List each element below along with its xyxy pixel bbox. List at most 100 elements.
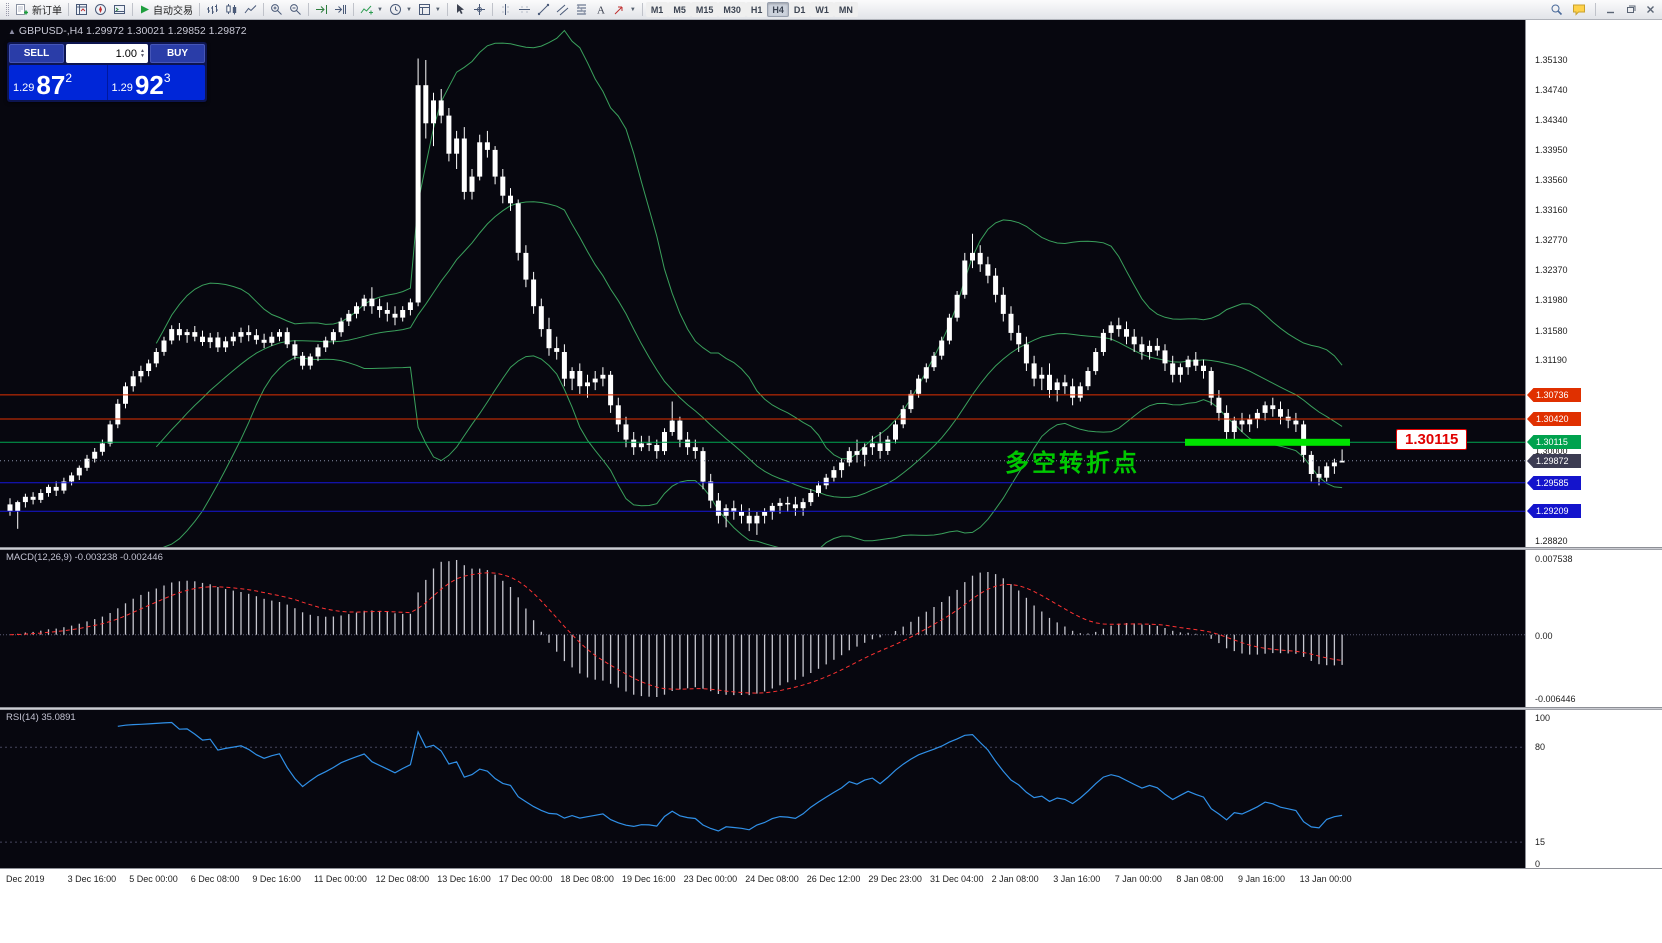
candlestick-chart-icon — [226, 4, 237, 15]
axis-label: 1.33160 — [1535, 205, 1568, 215]
price-axis[interactable]: 1.35130 1.34740 1.34340 1.33950 1.33560 1.331… — [1525, 20, 1662, 869]
terminal-button[interactable] — [110, 1, 129, 18]
channel-button[interactable] — [553, 1, 572, 18]
time-axis-label: 3 Jan 16:00 — [1053, 874, 1101, 884]
time-axis-label: 31 Dec 04:00 — [930, 874, 984, 884]
price-chart[interactable] — [0, 20, 1525, 547]
axis-label: -0.006446 — [1535, 694, 1576, 704]
price-tag: 1.29585 — [1527, 476, 1581, 490]
time-axis-label: 19 Dec 16:00 — [622, 874, 676, 884]
autotrade-label: 自动交易 — [153, 6, 193, 17]
macd-label: MACD(12,26,9) -0.003238 -0.002446 — [6, 552, 163, 563]
periods-button[interactable]: ▼ — [386, 1, 415, 18]
navigator-icon — [95, 4, 106, 15]
time-axis-label: 9 Jan 16:00 — [1238, 874, 1286, 884]
panel-separator[interactable] — [0, 707, 1662, 710]
support-highlight-bar[interactable] — [1185, 438, 1350, 446]
stepper-down-icon[interactable]: ▼ — [140, 52, 145, 59]
rsi-label: RSI(14) 35.0891 — [6, 712, 76, 723]
time-axis[interactable]: Dec 2019 3 Dec 16:00 5 Dec 00:00 6 Dec 08:0… — [0, 868, 1662, 943]
navigator-button[interactable] — [91, 1, 110, 18]
horizontal-line-icon — [518, 6, 530, 13]
axis-label: 1.31580 — [1535, 326, 1568, 336]
indicators-button[interactable]: ▼ — [357, 1, 386, 18]
time-axis-label: 6 Dec 08:00 — [190, 874, 240, 884]
line-chart-button[interactable] — [241, 1, 260, 18]
buy-price[interactable]: 1.29 92 3 — [108, 65, 206, 100]
toolbar-grip[interactable] — [6, 3, 9, 16]
tf-m30-button[interactable]: M30 — [718, 2, 746, 17]
crosshair-icon — [473, 4, 485, 15]
text-tool-button[interactable]: A — [591, 1, 610, 18]
axis-label: 1.34340 — [1535, 115, 1568, 125]
rsi-panel[interactable]: RSI(14) 35.0891 — [0, 710, 1525, 868]
axis-label: 100 — [1535, 713, 1551, 723]
expand-icon[interactable]: ▲ — [8, 27, 16, 36]
search-button[interactable] — [1547, 1, 1566, 18]
price-tag: 1.29209 — [1527, 504, 1581, 518]
buy-price-pips: 92 — [134, 70, 164, 100]
time-axis-label: 17 Dec 00:00 — [498, 874, 553, 884]
new-order-button[interactable]: 新订单 — [12, 1, 65, 18]
tf-mn-button[interactable]: MN — [833, 2, 858, 17]
time-axis-label: 9 Dec 16:00 — [252, 874, 301, 884]
tf-m5-button[interactable]: M5 — [668, 2, 691, 17]
market-watch-button[interactable] — [72, 1, 91, 18]
text-tool-icon: A — [597, 5, 605, 17]
panel-separator[interactable] — [0, 547, 1662, 550]
vertical-line-button[interactable] — [496, 1, 515, 18]
chevron-down-icon: ▼ — [434, 6, 441, 13]
chat-button[interactable] — [1569, 1, 1589, 18]
minimize-button[interactable] — [1602, 1, 1619, 18]
fibonacci-button[interactable] — [572, 1, 591, 18]
trendline-button[interactable] — [534, 1, 553, 18]
volume-stepper[interactable]: ▲ ▼ — [140, 49, 145, 58]
price-tag: 1.29872 — [1527, 454, 1581, 468]
axis-label: 1.30000 — [1535, 446, 1568, 456]
buy-button[interactable]: BUY — [150, 44, 205, 63]
tf-w1-button[interactable]: W1 — [810, 2, 834, 17]
bar-chart-button[interactable] — [203, 1, 222, 18]
auto-scroll-button[interactable] — [312, 1, 331, 18]
minimize-icon — [1607, 11, 1614, 14]
toolbar-separator — [641, 3, 643, 16]
time-axis-label: 26 Dec 12:00 — [806, 874, 861, 884]
chart-shift-button[interactable] — [331, 1, 350, 18]
buy-price-point: 3 — [163, 71, 171, 85]
macd-panel[interactable]: MACD(12,26,9) -0.003238 -0.002446 — [0, 550, 1525, 707]
tf-h4-button[interactable]: H4 — [767, 2, 789, 17]
zoom-out-button[interactable] — [286, 1, 305, 18]
zoom-in-button[interactable] — [267, 1, 286, 18]
tf-m1-button[interactable]: M1 — [645, 2, 669, 17]
auto-scroll-icon — [316, 5, 327, 14]
toolbar-separator — [308, 3, 309, 16]
main-chart-panel[interactable] — [0, 20, 1525, 547]
close-button[interactable] — [1642, 1, 1659, 18]
arrow-tool-icon — [614, 6, 623, 15]
macd-signal-line — [9, 572, 1343, 694]
cursor-button[interactable] — [451, 1, 470, 18]
horizontal-line-button[interactable] — [515, 1, 534, 18]
autotrade-button[interactable]: 自动交易 — [136, 1, 196, 18]
sell-price[interactable]: 1.29 87 2 — [9, 65, 107, 100]
sell-button[interactable]: SELL — [9, 44, 64, 63]
time-axis-label: 18 Dec 08:00 — [560, 874, 614, 884]
crosshair-button[interactable] — [470, 1, 489, 18]
stepper-up-icon[interactable]: ▲ — [140, 48, 145, 54]
arrow-tool-button[interactable]: ▼ — [610, 1, 639, 18]
trendline-icon — [537, 3, 550, 16]
time-axis-label: 23 Dec 00:00 — [683, 874, 738, 884]
buy-price-prefix: 1.29 — [111, 82, 133, 94]
candlestick-chart-button[interactable] — [222, 1, 241, 18]
time-axis-label: 11 Dec 00:00 — [314, 874, 367, 884]
restore-button[interactable] — [1622, 1, 1639, 18]
volume-input[interactable]: 1.00 ▲ ▼ — [66, 44, 148, 63]
axis-label: 1.34740 — [1535, 85, 1568, 95]
tf-m15-button[interactable]: M15 — [690, 2, 719, 17]
turning-point-annotation: 多空转折点 — [1005, 450, 1140, 477]
templates-button[interactable]: ▼ — [415, 1, 444, 18]
one-click-trading-panel: SELL 1.00 ▲ ▼ BUY 1.29 87 2 1.29 92 3 — [7, 42, 207, 102]
tf-d1-button[interactable]: D1 — [788, 2, 811, 17]
tf-h1-button[interactable]: H1 — [745, 2, 768, 17]
vertical-line-icon — [501, 4, 509, 15]
